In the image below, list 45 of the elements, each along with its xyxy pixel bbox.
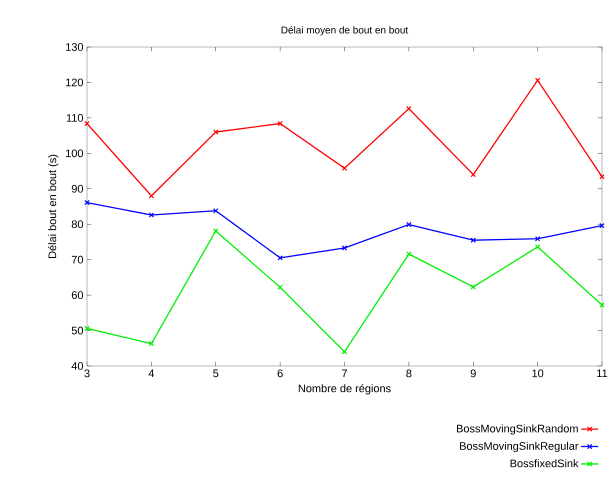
point	[148, 193, 154, 199]
point	[213, 208, 218, 214]
y-tick-label: 130	[66, 43, 84, 51]
point	[213, 228, 218, 234]
x-tick-label: 7	[342, 370, 348, 378]
legend-label: BossMovingSinkRandom	[456, 424, 578, 435]
x-axis-title: Nombre de régions	[298, 384, 391, 394]
y-tick-label: 70	[72, 256, 84, 264]
point	[406, 106, 412, 112]
legend-label: BossfixedSink	[510, 459, 579, 468]
point	[470, 237, 476, 243]
point	[470, 284, 476, 290]
y-tick-label: 90	[72, 184, 84, 193]
y-tick-label: 40	[72, 362, 84, 370]
x-tick-label: 9	[470, 370, 476, 378]
x-tick-label: 11	[597, 370, 608, 378]
point	[342, 349, 348, 355]
x-tick-label: 10	[532, 370, 544, 378]
point	[406, 251, 412, 257]
point	[342, 245, 348, 251]
point	[277, 284, 283, 290]
point	[277, 255, 283, 261]
y-tick-label: 120	[66, 78, 84, 86]
x-tick-label: 8	[406, 370, 412, 378]
y-tick-label: 60	[72, 291, 84, 299]
legend-label: BossMovingSinkRegular	[460, 442, 578, 452]
y-tick-label: 100	[66, 149, 84, 158]
point	[534, 236, 540, 242]
point	[148, 340, 154, 346]
point	[213, 129, 218, 135]
y-axis-title: Délai bout en bout (s)	[48, 154, 58, 258]
x-tick-label: 5	[213, 370, 218, 378]
x-tick-label: 6	[278, 370, 283, 378]
y-tick-label: 110	[66, 114, 84, 122]
point	[148, 212, 154, 218]
point	[277, 120, 283, 126]
y-tick-label: 50	[72, 326, 84, 334]
y-tick-label: 80	[72, 220, 84, 228]
x-tick-label: 3	[84, 370, 90, 378]
chart-title: Délai moyen de bout en bout	[282, 26, 408, 36]
point	[406, 222, 412, 228]
point	[470, 172, 476, 178]
x-tick-label: 4	[148, 370, 154, 378]
point	[534, 244, 540, 250]
point	[342, 166, 348, 171]
